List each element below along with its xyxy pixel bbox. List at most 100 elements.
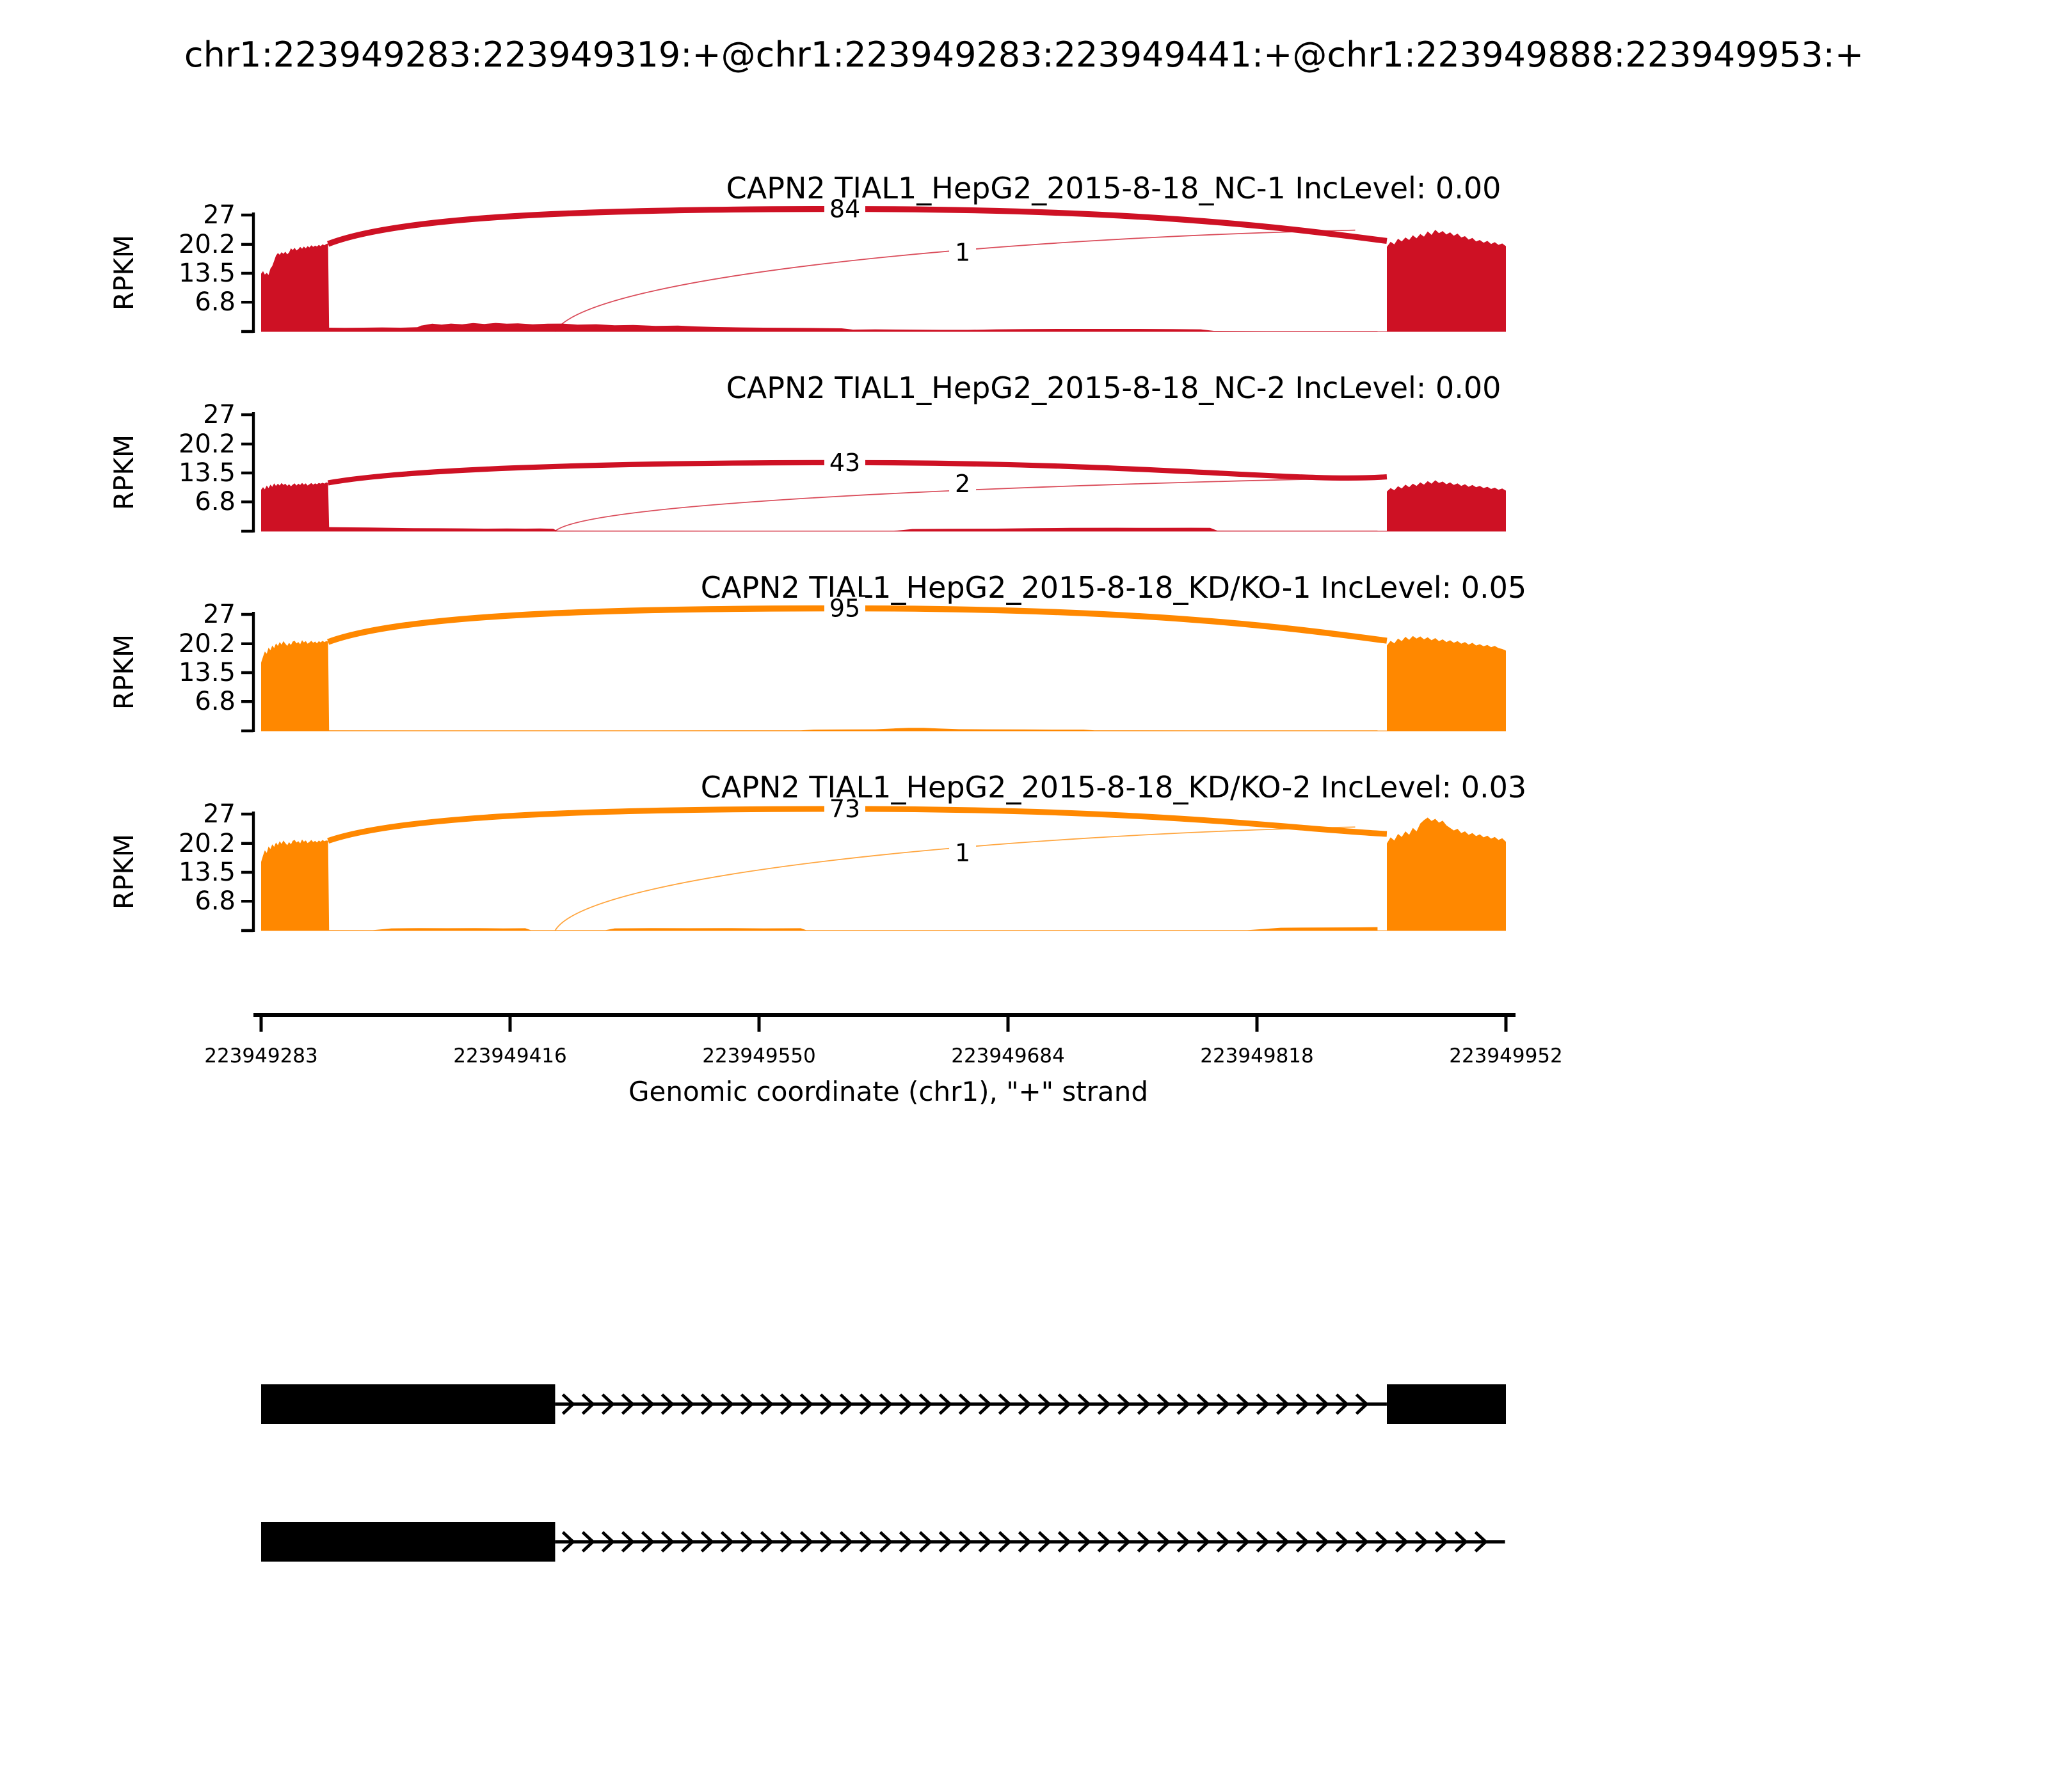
coverage-area-right bbox=[1387, 636, 1506, 731]
junction-count-label: 73 bbox=[829, 795, 860, 823]
intron-arrow bbox=[740, 1393, 754, 1415]
intron-arrow bbox=[819, 1393, 833, 1415]
y-axis-tick-label: 27 bbox=[203, 200, 236, 230]
intron-arrow bbox=[938, 1531, 952, 1553]
junction-count-label: 95 bbox=[829, 595, 860, 623]
intron-arrow bbox=[918, 1393, 932, 1415]
junction-count-gap bbox=[824, 197, 865, 221]
intron-arrow bbox=[1176, 1531, 1190, 1553]
y-axis-label: RPKM bbox=[108, 634, 140, 710]
junction-count-label: 1 bbox=[955, 839, 970, 867]
intron-arrow bbox=[720, 1531, 734, 1553]
intron-arrow bbox=[1156, 1393, 1171, 1415]
intron-arrow bbox=[1176, 1393, 1190, 1415]
track-title: CAPN2 TIAL1_HepG2_2015-8-18_NC-2 IncLeve… bbox=[726, 371, 1501, 405]
intron-arrow bbox=[601, 1393, 615, 1415]
intron-arrow bbox=[660, 1393, 675, 1415]
junction-arc bbox=[554, 229, 1356, 332]
intron-arrow bbox=[839, 1531, 853, 1553]
x-axis-title: Genomic coordinate (chr1), "+" strand bbox=[628, 1076, 1148, 1107]
intron-arrow bbox=[1256, 1393, 1270, 1415]
intron-arrow bbox=[581, 1393, 595, 1415]
plot-content: CAPN2 TIAL1_HepG2_2015-8-18_NC-1 IncLeve… bbox=[108, 171, 1563, 1562]
intron-arrow bbox=[1057, 1393, 1071, 1415]
exon-box bbox=[261, 1384, 556, 1424]
y-axis-tick-label: 13.5 bbox=[179, 658, 236, 687]
intron-arrow bbox=[1097, 1531, 1111, 1553]
intron-arrow bbox=[621, 1531, 635, 1553]
x-axis-tick-label: 223949684 bbox=[951, 1044, 1065, 1068]
x-axis-tick-label: 223949416 bbox=[453, 1044, 567, 1068]
intron-arrow bbox=[581, 1531, 595, 1553]
intron-arrow bbox=[700, 1531, 714, 1553]
intron-arrow bbox=[1156, 1531, 1171, 1553]
intron-arrow bbox=[1018, 1393, 1032, 1415]
y-axis-tick-label: 27 bbox=[203, 799, 236, 829]
y-axis-tick-label: 20.2 bbox=[179, 629, 236, 659]
intron-arrow bbox=[978, 1531, 992, 1553]
y-axis-label: RPKM bbox=[108, 235, 140, 310]
intron-arrow bbox=[1137, 1531, 1151, 1553]
intron-arrow bbox=[859, 1393, 873, 1415]
intron-arrow bbox=[1315, 1393, 1329, 1415]
intron-arrow bbox=[1196, 1531, 1210, 1553]
intron-arrow bbox=[760, 1531, 774, 1553]
intron-arrow bbox=[899, 1531, 913, 1553]
intron-arrow bbox=[1315, 1531, 1329, 1553]
intron-arrow bbox=[680, 1531, 694, 1553]
intron-arrow bbox=[1434, 1531, 1448, 1553]
intron-arrow bbox=[1295, 1393, 1309, 1415]
gene-model-isoform-1 bbox=[261, 1384, 1506, 1424]
y-axis-tick-label: 6.8 bbox=[195, 287, 236, 317]
intron-arrow bbox=[978, 1393, 992, 1415]
y-axis-tick-label: 13.5 bbox=[179, 858, 236, 887]
exon-box bbox=[261, 1522, 556, 1562]
intron-arrow bbox=[1276, 1393, 1290, 1415]
intron-arrow bbox=[1097, 1393, 1111, 1415]
intron-arrow bbox=[1117, 1393, 1131, 1415]
junction-arc bbox=[554, 477, 1378, 532]
intron-arrow bbox=[720, 1393, 734, 1415]
y-axis-tick-label: 27 bbox=[203, 600, 236, 629]
intron-arrow bbox=[1037, 1393, 1052, 1415]
intron-arrow bbox=[621, 1393, 635, 1415]
intron-arrow bbox=[1117, 1531, 1131, 1553]
intron-arrow bbox=[601, 1531, 615, 1553]
coverage-area-left bbox=[261, 640, 1378, 731]
intron-arrow bbox=[1256, 1531, 1270, 1553]
junction-count-gap bbox=[949, 841, 977, 865]
coverage-area-right bbox=[1387, 480, 1506, 531]
intron-arrow bbox=[799, 1531, 813, 1553]
intron-arrow bbox=[660, 1531, 675, 1553]
track-panel-2: CAPN2 TIAL1_HepG2_2015-8-18_NC-2 IncLeve… bbox=[108, 371, 1506, 533]
track-panel-3: CAPN2 TIAL1_HepG2_2015-8-18_KD/KO-1 IncL… bbox=[108, 570, 1526, 733]
junction-count-gap bbox=[949, 472, 977, 495]
intron-arrow bbox=[1077, 1393, 1091, 1415]
intron-arrow bbox=[1236, 1393, 1250, 1415]
junction-count-label: 1 bbox=[955, 239, 970, 267]
intron-arrow bbox=[839, 1393, 853, 1415]
intron-arrow bbox=[1355, 1393, 1369, 1415]
exon-box bbox=[1387, 1384, 1506, 1424]
intron-arrow bbox=[1037, 1531, 1052, 1553]
track-panel-4: CAPN2 TIAL1_HepG2_2015-8-18_KD/KO-2 IncL… bbox=[108, 770, 1526, 932]
intron-arrow bbox=[879, 1531, 893, 1553]
x-axis-tick-label: 223949550 bbox=[702, 1044, 816, 1068]
intron-arrow bbox=[958, 1393, 972, 1415]
intron-arrow bbox=[1295, 1531, 1309, 1553]
intron-arrow bbox=[938, 1393, 952, 1415]
y-axis-tick-label: 20.2 bbox=[179, 829, 236, 858]
intron-arrow bbox=[700, 1393, 714, 1415]
intron-arrow bbox=[780, 1393, 794, 1415]
intron-arrow bbox=[1395, 1531, 1409, 1553]
y-axis-tick-label: 6.8 bbox=[195, 487, 236, 516]
intron-arrow bbox=[1414, 1531, 1428, 1553]
gene-model-isoform-2 bbox=[261, 1522, 1505, 1562]
intron-arrow bbox=[1454, 1531, 1468, 1553]
track-panel-1: CAPN2 TIAL1_HepG2_2015-8-18_NC-1 IncLeve… bbox=[108, 171, 1506, 333]
intron-arrow bbox=[561, 1393, 575, 1415]
intron-arrow bbox=[1216, 1393, 1230, 1415]
y-axis-label: RPKM bbox=[108, 834, 140, 909]
junction-count-label: 84 bbox=[829, 195, 860, 223]
